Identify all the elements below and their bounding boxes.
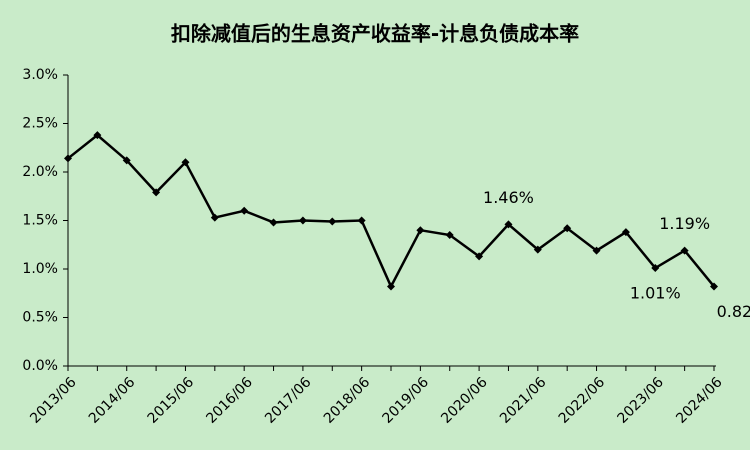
marker <box>563 224 572 233</box>
value-label: 1.19% <box>659 214 710 233</box>
marker <box>592 246 601 255</box>
marker <box>93 131 102 140</box>
marker <box>680 246 689 255</box>
value-label: 0.82% <box>717 302 750 321</box>
y-tick-label: 1.0% <box>22 261 58 277</box>
marker <box>533 245 542 254</box>
x-tick-label: 2013/06 <box>27 374 80 427</box>
marker <box>475 252 484 261</box>
y-tick-label: 2.5% <box>22 116 58 132</box>
marker <box>269 218 278 227</box>
x-tick-label: 2019/06 <box>380 374 433 427</box>
x-tick-label: 2016/06 <box>203 374 256 427</box>
x-tick-label: 2024/06 <box>673 374 726 427</box>
x-tick-label: 2017/06 <box>262 374 315 427</box>
y-tick-label: 1.5% <box>22 213 58 229</box>
y-tick-label: 3.0% <box>22 67 58 83</box>
y-tick-label: 0.0% <box>22 358 58 374</box>
marker <box>298 216 307 225</box>
marker <box>651 264 660 273</box>
marker <box>357 216 366 225</box>
marker <box>122 156 131 165</box>
data-line <box>67 133 715 290</box>
x-tick-label: 2022/06 <box>556 374 609 427</box>
x-tick-label: 2018/06 <box>321 374 374 427</box>
x-tick-label: 2020/06 <box>438 374 491 427</box>
marker <box>621 228 630 237</box>
value-label: 1.01% <box>630 284 681 303</box>
marker <box>710 282 718 291</box>
x-tick-label: 2021/06 <box>497 374 550 427</box>
marker <box>416 226 425 235</box>
marker <box>240 206 249 215</box>
marker <box>328 217 337 226</box>
y-tick-label: 2.0% <box>22 164 58 180</box>
chart-title: 扣除减值后的生息资产收益率-计息负债成本率 <box>171 22 579 46</box>
marker <box>181 158 190 167</box>
marker <box>504 220 513 229</box>
value-label: 1.46% <box>483 188 534 207</box>
marker <box>210 213 219 222</box>
marker <box>152 188 161 197</box>
x-tick-label: 2014/06 <box>86 374 139 427</box>
x-tick-label: 2015/06 <box>145 374 198 427</box>
y-tick-label: 0.5% <box>22 310 58 326</box>
marker <box>445 231 454 240</box>
marker <box>64 154 72 163</box>
x-tick-label: 2023/06 <box>614 374 667 427</box>
marker <box>387 282 395 291</box>
